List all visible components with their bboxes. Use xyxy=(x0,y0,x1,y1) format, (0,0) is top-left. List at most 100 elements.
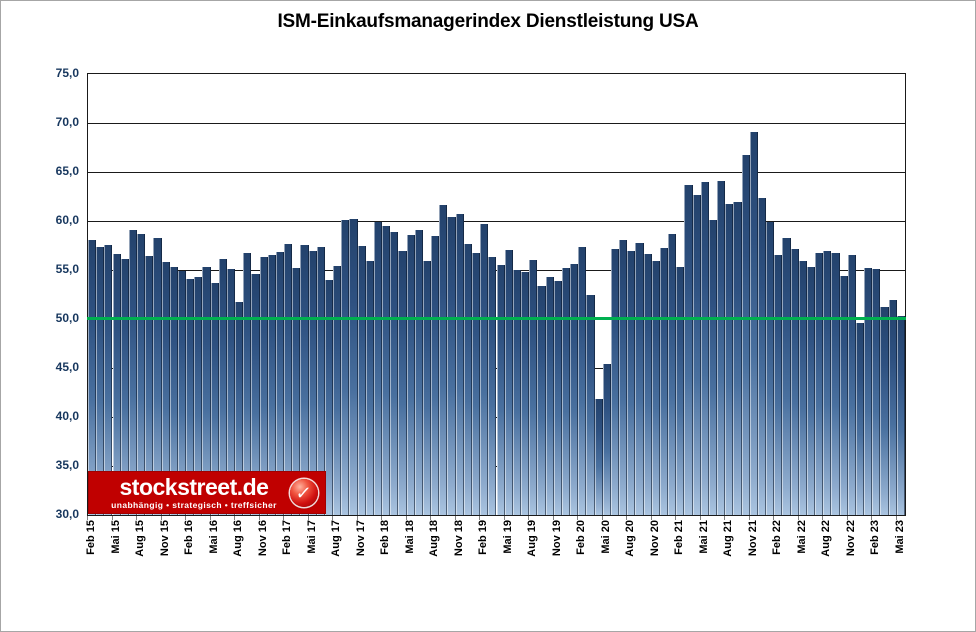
bar xyxy=(823,251,832,515)
bar xyxy=(684,184,693,515)
bar xyxy=(888,300,897,515)
bar xyxy=(880,307,889,515)
bar xyxy=(659,248,669,515)
x-axis-tick xyxy=(577,516,579,520)
bar xyxy=(406,234,415,515)
bar xyxy=(382,225,391,515)
x-axis-tick xyxy=(136,516,138,520)
gridline xyxy=(88,171,905,173)
bar xyxy=(651,261,660,515)
x-axis-label: Mai 20 xyxy=(599,520,612,554)
bar xyxy=(169,267,178,515)
x-axis-tick xyxy=(871,516,873,520)
x-axis-tick xyxy=(258,516,260,520)
y-axis-label: 50,0 xyxy=(55,311,79,325)
bar xyxy=(357,246,366,515)
x-axis-tick xyxy=(111,516,113,520)
bar xyxy=(610,249,620,515)
x-axis-label: Mai 15 xyxy=(109,520,122,554)
bar xyxy=(708,220,718,515)
x-axis-label: Feb 16 xyxy=(183,520,196,555)
bar xyxy=(496,265,505,515)
x-axis-tick xyxy=(699,516,701,520)
y-axis-label: 40,0 xyxy=(55,409,79,423)
bar xyxy=(749,131,758,515)
bar xyxy=(757,198,767,515)
bar xyxy=(537,285,546,515)
x-axis-tick xyxy=(895,516,897,520)
bar xyxy=(570,264,579,515)
x-axis-label: Nov 21 xyxy=(746,520,759,557)
bar xyxy=(676,267,685,515)
bar xyxy=(145,256,154,515)
y-axis-label: 30,0 xyxy=(55,507,79,521)
y-axis-label: 60,0 xyxy=(55,213,79,227)
bar xyxy=(235,302,244,515)
bar xyxy=(88,239,97,515)
x-axis-label: Mai 22 xyxy=(795,520,808,554)
x-axis-label: Aug 16 xyxy=(232,520,245,557)
bar xyxy=(210,282,219,515)
x-axis-tick xyxy=(160,516,162,520)
x-axis-label: Feb 22 xyxy=(771,520,784,555)
bar xyxy=(471,253,481,515)
bar xyxy=(725,204,734,515)
x-axis-tick xyxy=(381,516,383,520)
x-axis-tick xyxy=(822,516,824,520)
bar xyxy=(635,242,644,515)
bar xyxy=(112,254,121,515)
bar xyxy=(521,271,530,515)
bar xyxy=(790,249,799,515)
bar xyxy=(447,217,456,515)
x-axis-label: Feb 21 xyxy=(673,520,686,555)
logo-tagline: unabhängig • strategisch • treffsicher xyxy=(111,500,277,510)
x-axis-tick xyxy=(773,516,775,520)
y-axis-label: 75,0 xyxy=(55,66,79,80)
bar xyxy=(847,255,856,515)
y-axis-label: 35,0 xyxy=(55,458,79,472)
x-axis-label: Aug 19 xyxy=(526,520,539,557)
bar xyxy=(545,276,554,515)
bar xyxy=(251,273,260,515)
x-axis-label: Feb 23 xyxy=(869,520,882,555)
y-axis-label: 70,0 xyxy=(55,115,79,129)
x-axis-tick xyxy=(307,516,309,520)
x-axis-label: Aug 22 xyxy=(820,520,833,557)
x-axis-tick xyxy=(405,516,407,520)
bar xyxy=(153,237,162,515)
bar xyxy=(553,280,562,515)
y-axis-label: 45,0 xyxy=(55,360,79,374)
x-axis-tick xyxy=(283,516,285,520)
bar xyxy=(259,257,268,515)
bar xyxy=(643,254,652,515)
bar xyxy=(594,399,603,515)
bar xyxy=(561,268,571,515)
bar xyxy=(128,229,137,515)
x-axis-tick xyxy=(724,516,726,520)
bar xyxy=(177,270,187,515)
x-axis-tick xyxy=(748,516,750,520)
bar xyxy=(455,214,464,515)
x-axis-tick xyxy=(234,516,236,520)
bar xyxy=(422,261,432,515)
x-axis-tick xyxy=(503,516,505,520)
bar xyxy=(798,261,807,515)
bar xyxy=(414,229,423,515)
bar xyxy=(627,251,636,515)
bar xyxy=(275,252,285,515)
x-axis-tick xyxy=(552,516,554,520)
bar xyxy=(324,279,334,515)
bar xyxy=(308,251,317,515)
x-axis-label: Feb 15 xyxy=(85,520,98,555)
bar xyxy=(316,247,325,515)
x-axis-label: Nov 20 xyxy=(648,520,661,557)
bar xyxy=(226,269,236,515)
x-axis-tick xyxy=(601,516,603,520)
bar xyxy=(96,247,105,515)
bar xyxy=(365,261,374,515)
bar xyxy=(202,267,211,515)
bar xyxy=(480,223,489,515)
x-axis-tick xyxy=(797,516,799,520)
x-axis-label: Feb 18 xyxy=(379,520,392,555)
